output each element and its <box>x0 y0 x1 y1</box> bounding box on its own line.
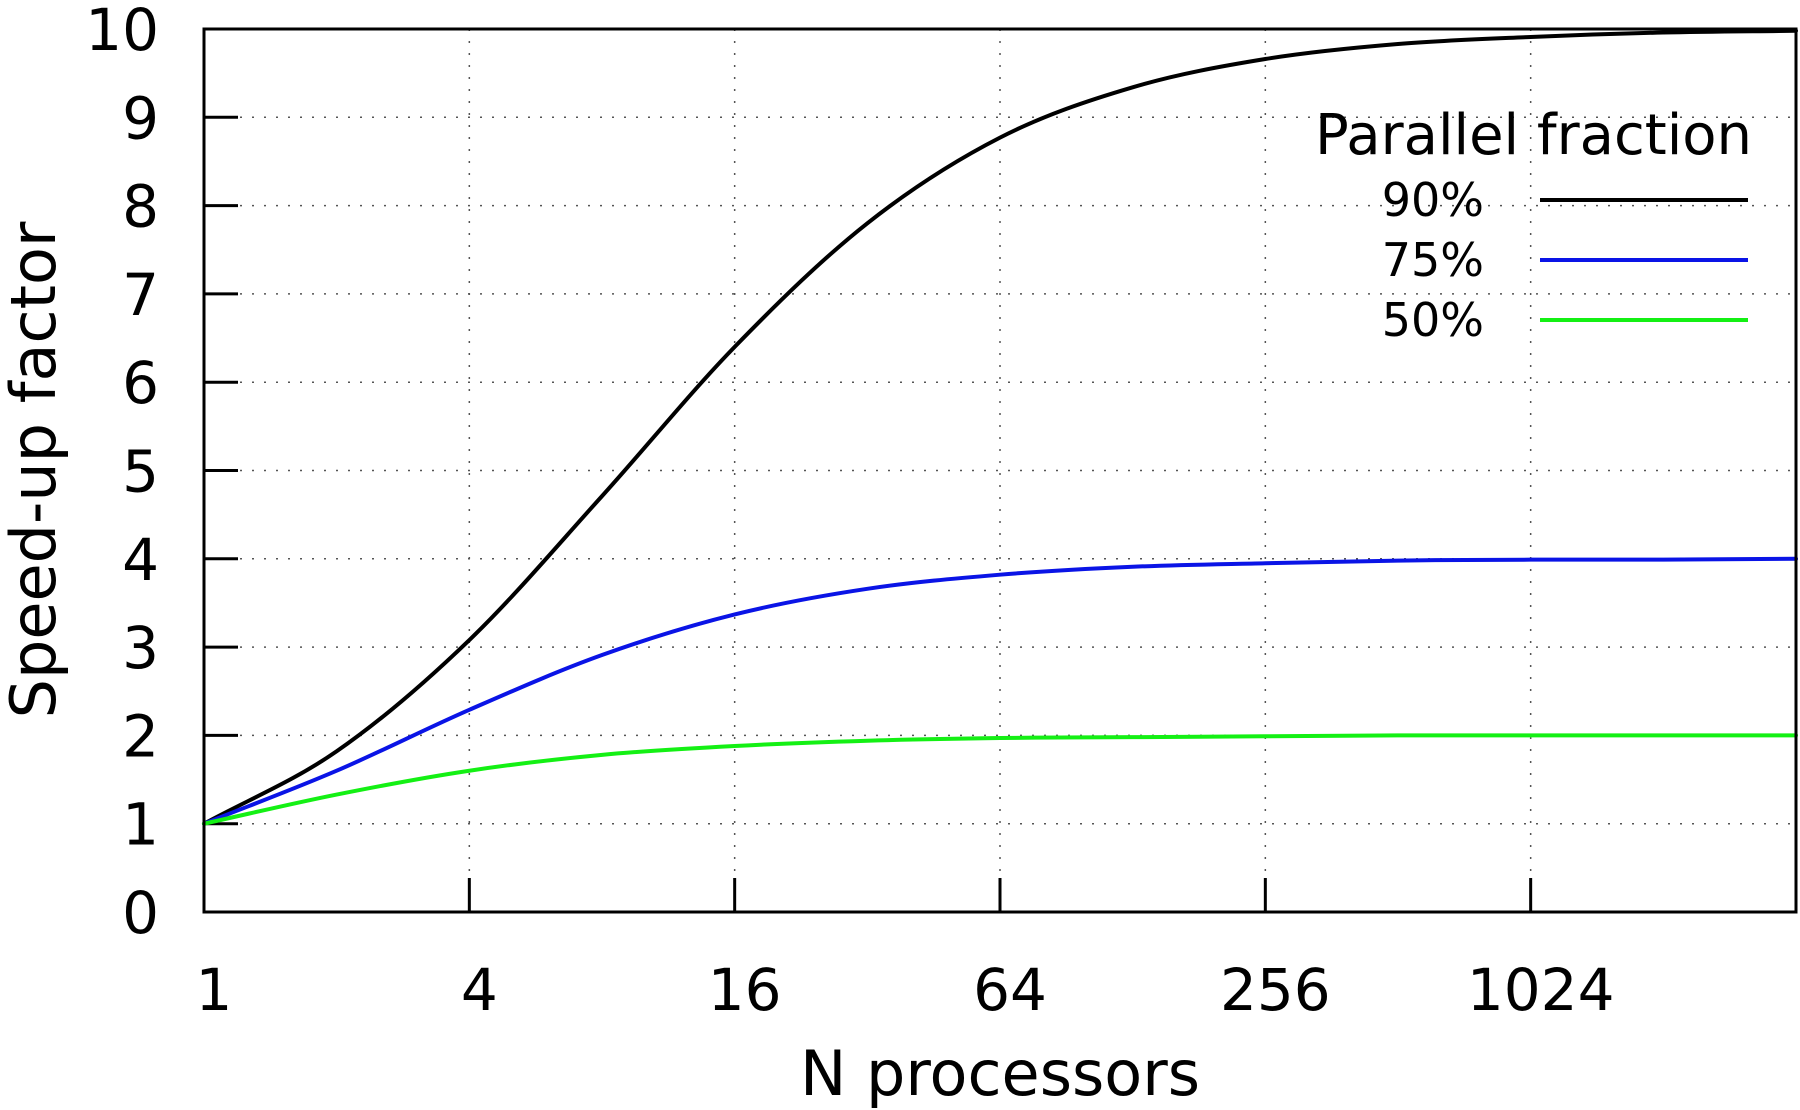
legend-items: 90% 75% 50% <box>1382 173 1748 347</box>
y-tick-label: 6 <box>122 349 159 417</box>
x-tick-label: 16 <box>708 956 782 1024</box>
y-tick-label: 3 <box>122 614 159 682</box>
y-tick-label: 7 <box>122 261 159 329</box>
x-tick-labels: 1 4 16 64 256 1024 <box>196 956 1615 1024</box>
series-line-75pct <box>202 556 1798 826</box>
legend: Parallel fraction 90% 75% 50% <box>1315 103 1752 347</box>
y-tick-label: 5 <box>122 438 159 506</box>
y-tick-label: 8 <box>122 173 159 241</box>
x-tick-label: 4 <box>461 956 498 1024</box>
x-tick-label: 64 <box>973 956 1047 1024</box>
y-tick-label: 9 <box>122 84 159 152</box>
x-axis-title: N processors <box>800 1037 1200 1110</box>
y-tick-labels: 0 1 2 3 4 5 6 7 8 9 10 <box>85 0 159 947</box>
grid <box>204 29 1796 912</box>
x-tick-label: 1 <box>196 956 233 1024</box>
legend-label: 75% <box>1382 233 1484 287</box>
legend-label: 50% <box>1382 293 1484 347</box>
tick-marks <box>204 115 1533 912</box>
y-tick-label: 10 <box>85 0 159 64</box>
x-tick-label: 256 <box>1220 956 1331 1024</box>
series-lines <box>202 28 1798 826</box>
legend-label: 90% <box>1382 173 1484 227</box>
series-line-90pct <box>202 28 1798 826</box>
y-tick-label: 2 <box>122 702 159 770</box>
legend-title: Parallel fraction <box>1315 103 1752 168</box>
series-line-50pct <box>202 733 1798 826</box>
y-axis-title: Speed-up factor <box>0 221 70 718</box>
y-tick-label: 1 <box>122 791 159 859</box>
x-tick-label: 1024 <box>1467 956 1615 1024</box>
plot-frame <box>202 27 1798 914</box>
y-tick-label: 0 <box>122 879 159 947</box>
y-tick-label: 4 <box>122 526 159 594</box>
